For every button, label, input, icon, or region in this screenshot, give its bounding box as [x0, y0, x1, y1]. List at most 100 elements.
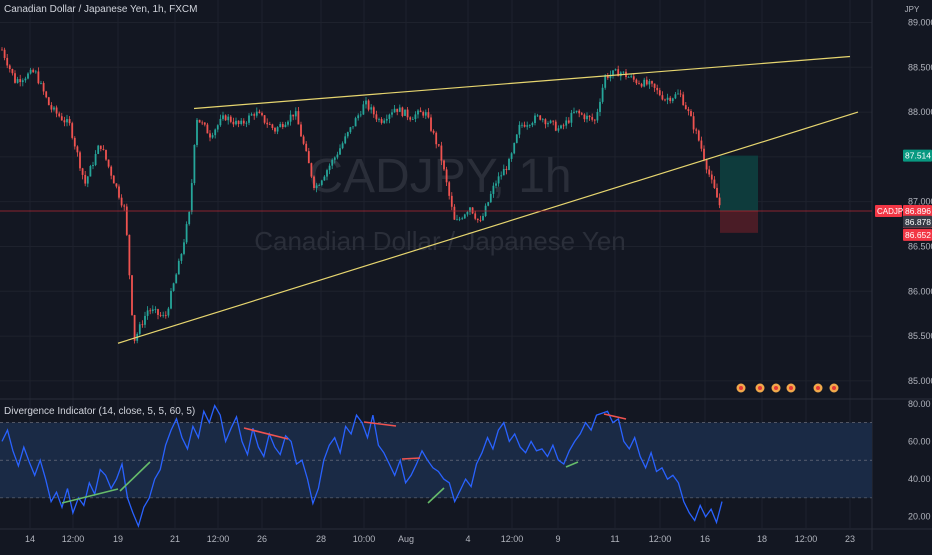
candle-down [684, 105, 687, 110]
candle-up [456, 219, 458, 221]
candle-up [596, 111, 599, 121]
candle-up [331, 159, 334, 166]
candle-down [292, 114, 295, 117]
candle-up [276, 127, 279, 132]
candle-down [237, 120, 240, 124]
candle-up [398, 107, 401, 112]
candle-down [19, 79, 22, 83]
symbol-title[interactable]: Canadian Dollar / Japanese Yen, 1h, FXCM [4, 4, 198, 15]
candle-up [666, 97, 669, 100]
candle-down [591, 117, 594, 120]
candle-up [177, 260, 180, 275]
candle-up [326, 170, 328, 177]
candle-down [700, 140, 703, 149]
time-tick: 16 [700, 534, 710, 544]
candle-down [664, 99, 666, 101]
candle-down [133, 315, 136, 341]
candle-up [190, 183, 193, 212]
candle-up [354, 118, 357, 127]
candle-down [307, 151, 310, 164]
candle-up [279, 124, 282, 128]
candle-up [175, 274, 178, 284]
candle-down [583, 114, 586, 120]
candle-up [170, 290, 172, 309]
candle-down [3, 49, 6, 58]
candle-down [50, 105, 53, 110]
candle-up [196, 119, 198, 145]
time-tick: 4 [465, 534, 470, 544]
watermark-symbol: CADJPY, 1h [308, 150, 571, 203]
candle-up [378, 119, 380, 120]
candle-down [300, 124, 302, 137]
candle-down [435, 132, 438, 145]
candle-down [437, 144, 440, 146]
candle-up [557, 128, 560, 131]
symbol-tag-bg [875, 204, 902, 217]
candle-down [651, 81, 653, 84]
candle-down [562, 125, 565, 127]
event-icons[interactable] [735, 382, 840, 394]
candle-up [34, 71, 37, 73]
candle-up [227, 116, 230, 121]
candle-up [172, 283, 175, 291]
candle-up [671, 98, 674, 102]
bullish-divergence [565, 461, 579, 468]
candle-down [440, 145, 443, 161]
time-tick: 18 [757, 534, 767, 544]
candle-up [341, 143, 344, 149]
candle-down [718, 197, 721, 206]
candle-up [586, 115, 588, 120]
candle-down [406, 109, 409, 118]
time-tick: 11 [610, 534, 619, 544]
candle-up [94, 153, 97, 166]
candle-up [388, 114, 391, 119]
candle-up [393, 108, 396, 113]
candle-up [513, 142, 516, 154]
candle-down [81, 168, 84, 175]
candle-down [271, 124, 274, 128]
candle-down [141, 324, 144, 326]
candle-down [1, 49, 3, 51]
candle-down [692, 116, 695, 130]
time-tick: 19 [113, 534, 123, 544]
position-zones[interactable] [720, 155, 758, 233]
candle-up [336, 154, 339, 158]
candle-up [482, 216, 484, 221]
trendlines[interactable] [117, 55, 859, 344]
candle-up [487, 202, 490, 206]
candle-down [261, 113, 263, 116]
bearish-divergence [401, 457, 421, 460]
candle-up [86, 176, 89, 184]
candle-down [539, 115, 542, 120]
price-tick: 85.500 [908, 331, 932, 341]
candle-up [29, 69, 32, 74]
candle-down [588, 115, 591, 118]
indicator-title[interactable]: Divergence Indicator (14, close, 5, 5, 6… [4, 406, 196, 417]
candle-down [206, 124, 209, 134]
candle-up [575, 110, 578, 112]
price-tick: 85.000 [908, 376, 932, 386]
candle-down [123, 205, 126, 207]
candle-down [552, 120, 555, 122]
candle-up [344, 136, 347, 144]
candle-up [359, 114, 362, 116]
candle-down [445, 169, 448, 183]
candle-down [302, 136, 305, 144]
candle-up [289, 114, 292, 122]
candle-up [492, 185, 495, 194]
candle-up [333, 157, 336, 160]
candle-down [544, 119, 547, 125]
candle-down [419, 110, 422, 113]
candle-down [593, 119, 596, 121]
candle-up [383, 120, 386, 123]
candle-down [63, 120, 66, 123]
candle-down [716, 187, 718, 198]
mid-price-label: 86.878 [905, 217, 931, 227]
candle-down [105, 149, 107, 160]
rsi-pane [0, 404, 872, 529]
candle-up [510, 153, 513, 159]
candle-up [404, 109, 406, 116]
candle-up [315, 185, 318, 189]
candle-up [245, 122, 248, 124]
